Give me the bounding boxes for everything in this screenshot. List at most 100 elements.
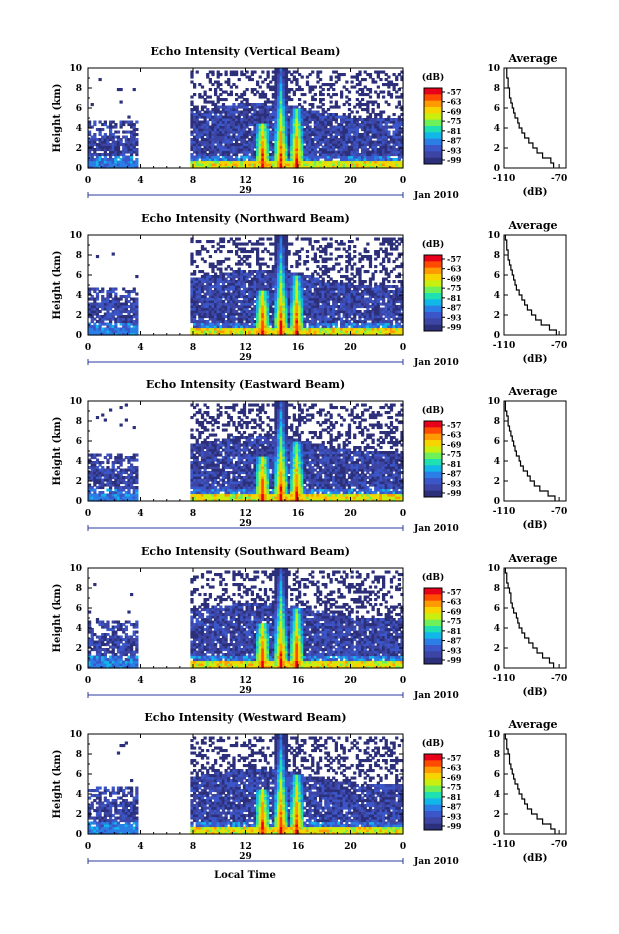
colorbar-swatch [424,120,442,127]
heatmap-cell [298,98,301,101]
date-month-label: Jan 2010 [413,191,459,201]
heatmap-cell [219,268,222,271]
heatmap-cell [366,250,369,253]
heatmap-cell [361,98,364,101]
heatmap-cell [364,280,367,283]
x-tick-label: 0 [85,176,91,186]
y-tick-label: 6 [76,104,82,114]
heatmap-cell [377,86,380,89]
echo-heatmap [88,235,404,336]
heatmap-cell [322,103,325,106]
heatmap-cell [264,93,267,96]
heatmap-cell [96,255,99,258]
heatmap-cell [322,98,325,101]
heatmap-cell [353,245,356,248]
heatmap-cell [364,78,367,81]
heatmap-cell [385,268,388,271]
average-frame [504,68,566,168]
colorbar-tick-label: -93 [447,145,462,155]
heatmap-cell [206,250,209,253]
heatmap-cell [356,111,359,114]
heatmap-cell [256,81,259,84]
heatmap-cell [219,83,222,86]
heatmap-cell [316,260,319,263]
heatmap-cell [135,293,138,296]
heatmap-cell [269,238,272,241]
heatmap-cell [348,91,351,94]
heatmap-cell [135,148,138,151]
heatmap-cell [351,111,354,114]
heatmap-cell [343,73,346,76]
average-title: Average [507,52,557,65]
heatmap-cell [112,253,115,256]
heatmap-cell [238,78,241,81]
heatmap-cell [319,71,322,74]
heatmap-cell [387,131,390,134]
heatmap-cell [335,101,338,104]
heatmap-cell [306,260,309,263]
heatmap-cell [222,245,225,248]
heatmap-cell [193,270,196,273]
heatmap-cell [330,258,333,261]
heatmap-cell [298,255,301,258]
heatmap-cell [101,128,104,131]
heatmap-cell [306,81,309,84]
heatmap-cell [314,86,317,89]
heatmap-cell [259,86,262,89]
heatmap-cell [322,278,325,281]
heatmap-cell [298,263,301,266]
heatmap-cell [324,238,327,241]
heatmap-cell [369,96,372,99]
heatmap-cell [301,76,304,79]
heatmap-cell [314,93,317,96]
heatmap-cell [369,73,372,76]
y-axis-label: Height (km) [52,84,63,153]
heatmap-cell [337,106,340,109]
colorbar-swatch [424,94,442,101]
colorbar-unit: (dB) [422,72,444,83]
heatmap-cell [93,133,96,136]
heatmap-cell [366,243,369,246]
heatmap-cell [374,270,377,273]
colorbar-tick-label: -81 [447,126,461,136]
heatmap-cell [369,255,372,258]
heatmap-cell [395,83,398,86]
heatmap-cell [135,275,138,278]
heatmap-cell [340,268,343,271]
heatmap-cell [382,96,385,99]
heatmap-cell [290,98,293,101]
heatmap-cell [251,78,254,81]
heatmap-cell [261,71,264,74]
heatmap-cell [227,258,230,261]
heatmap-cell [193,83,196,86]
colorbar-swatch [424,126,442,133]
heatmap-cell [209,255,212,258]
colorbar-swatch [424,113,442,120]
heatmap-cell [193,260,196,263]
heatmap-cell [201,86,204,89]
heatmap-cell [311,245,314,248]
heatmap-cell [322,93,325,96]
heatmap-cell [340,255,343,258]
heatmap-cell [230,91,233,94]
heatmap-cell [288,250,291,253]
heatmap-cell [332,88,335,91]
heatmap-cell [127,116,130,119]
heatmap-cell [91,103,94,106]
heatmap-cell [303,93,306,96]
heatmap-cell [330,101,333,104]
heatmap-cell [335,93,338,96]
heatmap-cell [319,78,322,81]
heatmap-cell [204,91,207,94]
heatmap-cell [117,131,120,134]
colorbar-tick-label: -99 [447,155,462,165]
heatmap-cell [227,78,230,81]
average-y-tick-label: 0 [494,164,500,174]
panel-2: Echo Intensity (Northward Beam)0246810He… [52,212,567,368]
heatmap-cell [374,81,377,84]
heatmap-cell [301,248,304,251]
heatmap-cell [209,96,212,99]
heatmap-cell [120,101,123,104]
